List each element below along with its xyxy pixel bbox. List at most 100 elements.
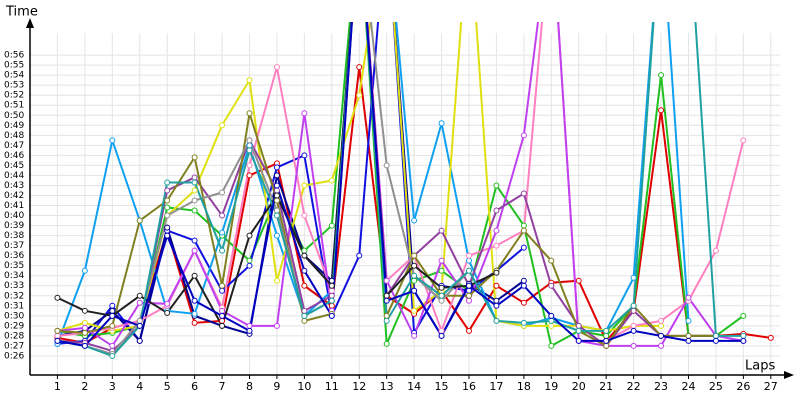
data-point (301, 247, 308, 254)
data-point (438, 284, 445, 291)
y-tick-label: 0:34 (4, 271, 24, 281)
data-point (81, 329, 88, 336)
data-point (356, 64, 363, 71)
data-point (493, 242, 500, 249)
y-tick-label: 0:47 (4, 141, 24, 151)
y-tick-label: 0:32 (4, 291, 24, 301)
x-tick-label: 26 (736, 380, 750, 393)
data-point (273, 322, 280, 329)
data-point (191, 272, 198, 279)
data-point (301, 267, 308, 274)
data-point (246, 262, 253, 269)
data-point (81, 324, 88, 331)
y-tick-label: 0:50 (4, 111, 24, 121)
data-point (109, 322, 116, 329)
data-point (328, 287, 335, 294)
data-point (411, 272, 418, 279)
data-point (438, 332, 445, 339)
y-tick-label: 0:44 (4, 171, 24, 181)
data-point (273, 207, 280, 214)
data-point (658, 107, 665, 114)
x-tick-label: 17 (489, 380, 503, 393)
y-tick-label: 0:54 (4, 71, 24, 81)
x-tick-label: 25 (709, 380, 723, 393)
data-point (548, 322, 555, 329)
data-point (465, 282, 472, 289)
data-point (685, 332, 692, 339)
y-tick-label: 0:30 (4, 311, 24, 321)
x-tick-label: 1 (54, 380, 61, 393)
data-point (191, 207, 198, 214)
data-point (630, 307, 637, 314)
data-point (383, 340, 390, 347)
y-tick-label: 0:39 (4, 221, 24, 231)
data-point (328, 312, 335, 319)
data-point (630, 302, 637, 309)
series-line (57, 22, 525, 343)
data-point (438, 292, 445, 299)
data-point (465, 287, 472, 294)
data-point (191, 319, 198, 326)
data-point (465, 257, 472, 264)
x-tick-label: 3 (109, 380, 116, 393)
data-point (383, 292, 390, 299)
x-tick-label: 19 (544, 380, 558, 393)
x-tick-label: 10 (297, 380, 311, 393)
data-point (548, 342, 555, 349)
x-tick-label: 13 (380, 380, 394, 393)
data-point (438, 267, 445, 274)
data-point (136, 317, 143, 324)
data-point (630, 322, 637, 329)
data-point (273, 187, 280, 194)
data-point (246, 147, 253, 154)
data-point (603, 337, 610, 344)
data-point (219, 122, 226, 129)
data-point (767, 334, 774, 341)
data-point (219, 317, 226, 324)
data-point (520, 282, 527, 289)
data-point (548, 312, 555, 319)
data-point (219, 312, 226, 319)
data-point (575, 337, 582, 344)
x-tick-label: 8 (246, 380, 253, 393)
data-point (630, 274, 637, 281)
x-tick-label: 6 (191, 380, 198, 393)
data-point (136, 337, 143, 344)
data-point (301, 212, 308, 219)
y-tick-label: 0:26 (4, 351, 24, 361)
data-point (164, 224, 171, 231)
y-axis-arrow (26, 18, 34, 28)
data-point (273, 64, 280, 71)
plot-area (54, 22, 774, 359)
y-tick-label: 0:31 (4, 301, 24, 311)
data-point (219, 287, 226, 294)
data-point (273, 277, 280, 284)
data-point (712, 337, 719, 344)
data-point (685, 294, 692, 301)
data-point (219, 229, 226, 236)
data-point (712, 247, 719, 254)
series-line (57, 22, 470, 356)
data-point (575, 327, 582, 334)
y-tick-label: 0:40 (4, 211, 24, 221)
data-point (465, 327, 472, 334)
data-point (246, 322, 253, 329)
data-point (54, 337, 61, 344)
x-axis-title: Laps (745, 359, 775, 374)
data-point (164, 232, 171, 239)
data-point (465, 267, 472, 274)
data-point (109, 302, 116, 309)
data-point (658, 322, 665, 329)
data-point (301, 317, 308, 324)
x-tick-label: 16 (462, 380, 476, 393)
data-point (328, 302, 335, 309)
data-point (219, 247, 226, 254)
data-point (273, 197, 280, 204)
data-point (520, 132, 527, 139)
x-tick-label: 23 (654, 380, 668, 393)
data-point (273, 232, 280, 239)
data-point (356, 92, 363, 99)
data-point (246, 232, 253, 239)
data-point (136, 299, 143, 306)
series-line (57, 22, 744, 348)
